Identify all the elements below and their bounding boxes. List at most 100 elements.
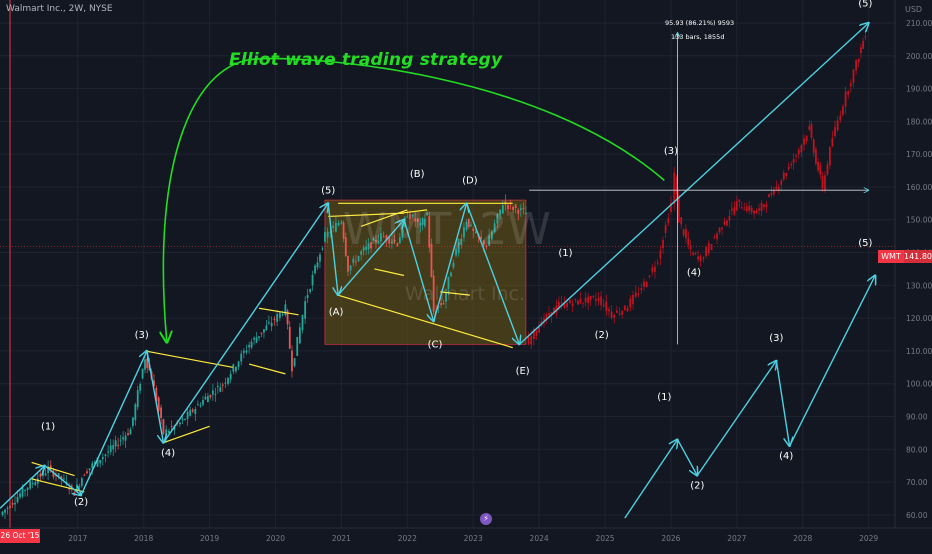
y-tick-label: 210.00: [906, 19, 932, 28]
candle-body: [467, 218, 470, 228]
candle-body: [637, 293, 640, 295]
candle-body: [594, 299, 597, 301]
candle-body: [723, 221, 726, 225]
candle-body: [349, 265, 352, 271]
candle-body: [301, 315, 304, 330]
candle-body: [760, 202, 763, 212]
candle-body: [842, 106, 844, 115]
candle-body: [276, 314, 279, 322]
candle-body: [501, 205, 504, 214]
candle-body: [855, 60, 858, 71]
wave-segment: [80, 351, 147, 496]
candle-body: [129, 429, 132, 435]
candle-body: [380, 233, 382, 242]
watermark-symbol: WMT, 2W: [343, 204, 551, 255]
candle-body: [755, 210, 758, 214]
schematic-wave-segment: [624, 439, 678, 519]
candle-body: [326, 231, 329, 238]
wave-label: (4): [779, 451, 793, 462]
candle-body: [209, 395, 212, 398]
candle-body: [787, 166, 790, 170]
candle-body: [63, 478, 65, 480]
candle-body: [697, 256, 700, 260]
wave-segment: [44, 465, 81, 496]
candle-body: [157, 397, 160, 411]
candle-body: [360, 251, 363, 255]
candle-body: [803, 138, 805, 145]
candle-body: [525, 213, 527, 215]
candle-body: [316, 262, 319, 268]
candle-body: [792, 159, 795, 163]
candle-body: [242, 350, 245, 353]
candle-body: [109, 445, 112, 452]
x-tick-label: 2019: [200, 534, 219, 543]
candle-body: [718, 227, 721, 232]
candle-body: [1, 511, 4, 515]
candle-body: [819, 165, 822, 175]
candle-body: [463, 227, 465, 238]
candle-body: [445, 291, 447, 302]
candle-body: [455, 249, 457, 256]
wave-segment: [162, 203, 328, 444]
candle-body: [667, 218, 670, 224]
candle-body: [553, 307, 555, 315]
candle-body: [618, 313, 621, 315]
wave-label: (3): [135, 330, 149, 341]
candle-body: [772, 189, 775, 195]
candle-body: [39, 473, 42, 477]
x-tick-label: 2029: [859, 534, 878, 543]
candle-body: [253, 337, 255, 340]
candle-body: [677, 194, 680, 223]
candle-body: [643, 281, 645, 287]
candle-body: [80, 478, 83, 486]
candle-body: [94, 461, 96, 464]
candle-body: [857, 58, 860, 63]
candle-body: [132, 417, 134, 426]
candle-body: [146, 358, 149, 368]
candle-body: [114, 440, 117, 447]
candle-body: [286, 310, 289, 325]
candle-body: [670, 202, 672, 213]
x-tick-label: 2028: [793, 534, 812, 543]
candle-body: [270, 322, 273, 327]
candle-body: [821, 175, 824, 189]
candle-body: [860, 47, 862, 53]
candle-body: [795, 155, 798, 157]
candle-body: [347, 256, 349, 272]
candle-body: [160, 407, 162, 419]
candle-body: [721, 227, 723, 229]
candle-body: [716, 233, 718, 240]
candle-body: [426, 212, 428, 215]
candle-body: [362, 247, 365, 251]
candle-body: [470, 224, 472, 226]
trendline: [163, 425, 210, 444]
candle-body: [680, 217, 683, 225]
candle-body: [332, 225, 335, 228]
candle-body: [293, 358, 296, 367]
wave-label: (B): [410, 169, 425, 180]
wave-label: (A): [329, 307, 344, 318]
candle-body: [753, 210, 756, 214]
candle-body: [488, 235, 491, 246]
candle-body: [153, 380, 155, 387]
trendline: [248, 363, 286, 375]
candle-body: [78, 485, 81, 488]
lightning-icon[interactable]: ⚡: [480, 513, 492, 525]
candle-body: [460, 239, 463, 246]
wave-segment: [432, 203, 467, 322]
wave-label: (4): [161, 448, 175, 459]
candle-body: [199, 405, 202, 407]
candle-body: [267, 322, 270, 324]
candle-body: [258, 336, 260, 338]
candle-body: [432, 275, 435, 312]
candle-body: [141, 368, 144, 379]
candle-body: [306, 295, 309, 299]
candle-body: [493, 223, 496, 232]
candle-body: [104, 454, 107, 456]
candle-body: [632, 294, 634, 305]
candle-body: [707, 242, 710, 254]
symbol-info[interactable]: Walmart Inc., 2W, NYSE: [6, 4, 113, 14]
candle-body: [626, 307, 629, 312]
